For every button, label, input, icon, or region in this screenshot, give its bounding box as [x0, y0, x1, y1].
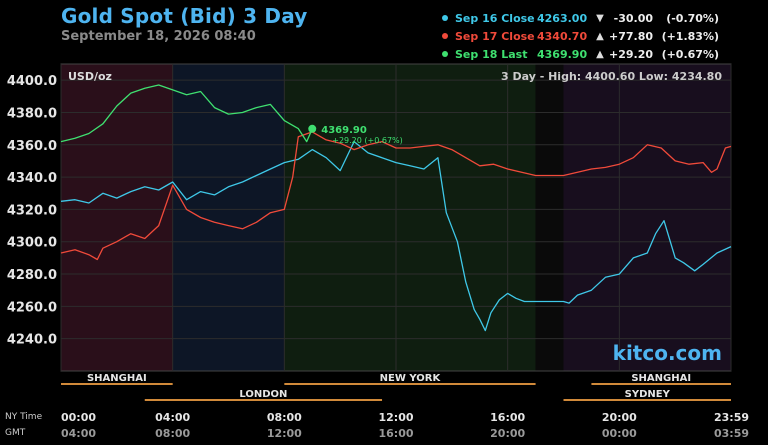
session-band [563, 64, 731, 371]
legend-label: Sep 16 Close [455, 11, 535, 25]
session-bar [284, 383, 536, 385]
legend-entry-sep17: Sep 17 Close 4340.70 ▲ +77.80 (+1.83%) [442, 27, 719, 45]
legend-value: 4340.70 [537, 29, 588, 43]
legend-label: Sep 17 Close [455, 29, 535, 43]
legend-entry-sep18: Sep 18 Last 4369.90 ▲ +29.20 (+0.67%) [442, 45, 719, 63]
legend-dot [442, 33, 448, 39]
y-tick-label: 4320.0 [7, 203, 57, 218]
session-bar [591, 383, 731, 385]
gmt-row-label: GMT [5, 428, 26, 438]
x-tick-label-ny: 00:00 [61, 411, 96, 424]
chart-timestamp: September 18, 2026 08:40 [61, 29, 256, 44]
session-label: NEW YORK [380, 373, 442, 384]
kitco-watermark: kitco.com [613, 341, 722, 365]
last-price-label: 4369.90 [321, 125, 367, 136]
legend-percent: (+1.83%) [661, 29, 719, 43]
x-tick-label-gmt: 08:00 [155, 427, 190, 440]
session-bar [144, 399, 383, 401]
x-tick-label-ny: 23:59 [714, 411, 749, 424]
legend-percent: (+0.67%) [661, 47, 719, 61]
legend-percent: (-0.70%) [666, 11, 719, 25]
session-band [284, 64, 536, 371]
session-label: LONDON [239, 389, 287, 400]
session-bar [563, 399, 731, 401]
session-label: SHANGHAI [87, 373, 147, 384]
x-tick-label-ny: 16:00 [490, 411, 525, 424]
series-line-sep-17-close [60, 131, 732, 261]
legend-change: +29.20 [608, 47, 653, 61]
y-tick-label: 4360.0 [7, 139, 57, 154]
series-line-sep-16-close [60, 140, 732, 332]
legend-dot [442, 51, 448, 57]
x-tick-label-ny: 20:00 [602, 411, 637, 424]
series-line-sep-18-last [60, 84, 313, 143]
y-tick-label: 4340.0 [7, 171, 57, 186]
chart-title: Gold Spot (Bid) 3 Day [61, 4, 308, 28]
legend-change: +77.80 [608, 29, 653, 43]
legend: Sep 16 Close 4263.00 ▼ -30.00 (-0.70%) S… [442, 9, 719, 63]
high-low-label: 3 Day - High: 4400.60 Low: 4234.80 [501, 70, 722, 83]
legend-entry-sep16: Sep 16 Close 4263.00 ▼ -30.00 (-0.70%) [442, 9, 719, 27]
session-band [172, 64, 285, 371]
x-tick-label-gmt: 16:00 [378, 427, 413, 440]
last-change-label: +29.20 (+0.67%) [332, 136, 403, 145]
session-label: SHANGHAI [631, 373, 691, 384]
legend-value: 4263.00 [537, 11, 588, 25]
last-price-marker [308, 124, 317, 133]
x-tick-label-gmt: 12:00 [267, 427, 302, 440]
y-tick-label: 4300.0 [7, 236, 57, 251]
x-tick-label-gmt: 03:59 [714, 427, 749, 440]
x-tick-label-ny: 08:00 [267, 411, 302, 424]
y-tick-label: 4400.0 [7, 74, 57, 89]
session-band [61, 64, 173, 371]
ny-time-row-label: NY Time [5, 412, 43, 422]
y-tick-label: 4260.0 [7, 300, 57, 315]
y-tick-label: 4380.0 [7, 106, 57, 121]
y-tick-label: 4240.0 [7, 333, 57, 348]
x-tick-label-gmt: 04:00 [61, 427, 96, 440]
down-arrow-icon: ▼ [596, 12, 604, 24]
unit-label: USD/oz [68, 70, 112, 83]
x-tick-label-gmt: 20:00 [490, 427, 525, 440]
session-label: SYDNEY [625, 389, 671, 400]
x-tick-label-gmt: 00:00 [602, 427, 637, 440]
up-arrow-icon: ▲ [596, 48, 604, 60]
session-bar [61, 383, 173, 385]
legend-dot [442, 15, 448, 21]
legend-change: -30.00 [613, 11, 653, 25]
up-arrow-icon: ▲ [596, 30, 604, 42]
x-tick-label-ny: 04:00 [155, 411, 190, 424]
x-tick-label-ny: 12:00 [378, 411, 413, 424]
legend-value: 4369.90 [537, 47, 588, 61]
y-tick-label: 4280.0 [7, 268, 57, 283]
session-band [535, 64, 564, 371]
legend-label: Sep 18 Last [455, 47, 528, 61]
